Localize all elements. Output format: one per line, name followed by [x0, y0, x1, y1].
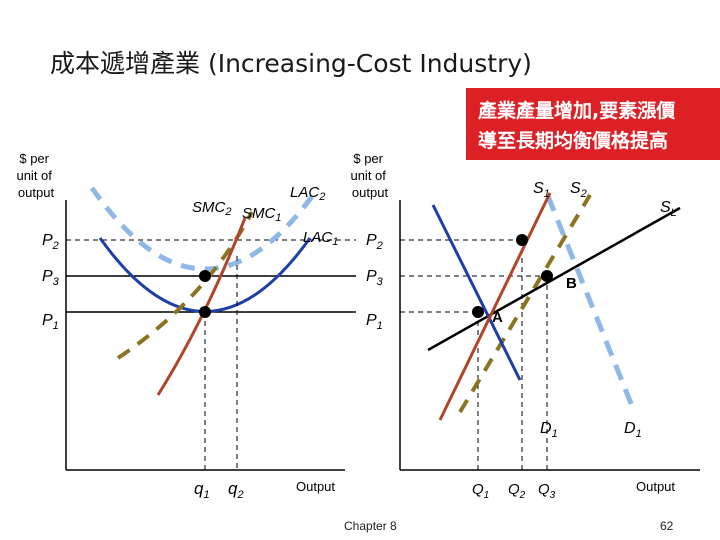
banner-line-1: 產業產量增加,要素漲價	[478, 99, 676, 122]
industry-p2-label: P2	[366, 232, 383, 252]
banner-box	[466, 88, 720, 160]
firm-point-p1	[199, 306, 211, 318]
firm-p3-label: P3	[42, 268, 60, 288]
s1-curve	[438, 192, 552, 421]
lac2-label: LAC2	[290, 184, 325, 203]
Q1-label: Q1	[472, 481, 489, 501]
smc2-label: SMC2	[192, 199, 231, 218]
s2-curve	[458, 193, 592, 414]
d1-dashed-label: D1	[624, 420, 642, 440]
lac2-curve	[89, 186, 321, 272]
Q3-label: Q3	[538, 481, 556, 501]
firm-x-label: Output	[296, 479, 335, 494]
firm-p1-label: P1	[42, 312, 59, 332]
q1-label: q1	[194, 479, 210, 501]
d1-curve	[431, 204, 522, 381]
industry-x-label: Output	[636, 479, 675, 494]
point-b-label: B	[566, 275, 577, 292]
point-a-label: A	[492, 309, 503, 326]
industry-p3-label: P3	[366, 268, 384, 288]
firm-panel: $ per unit of output P2 P3 P1 SMC2 SMC1 …	[16, 151, 356, 501]
industry-p1-label: P1	[366, 312, 383, 332]
smc2-curve	[116, 211, 254, 360]
industry-point-p2	[516, 234, 528, 246]
s2-label: S2	[570, 180, 587, 200]
Q2-label: Q2	[508, 481, 526, 501]
footer-page-number: 62	[660, 519, 674, 533]
banner-line-2: 導至長期均衡價格提高	[478, 129, 668, 152]
firm-p2-label: P2	[42, 232, 59, 252]
smc1-label: SMC1	[242, 205, 281, 224]
footer-chapter: Chapter 8	[344, 519, 397, 533]
sl-curve	[427, 206, 681, 352]
firm-y-label: $ per unit of output	[16, 151, 55, 200]
d-dashed-curve	[545, 195, 635, 407]
industry-point-b	[541, 270, 553, 282]
firm-point-p3	[199, 270, 211, 282]
slide-title: 成本遞增產業 (Increasing-Cost Industry)	[50, 49, 532, 78]
lac1-label: LAC1	[303, 229, 338, 248]
q2-label: q2	[228, 479, 244, 501]
s1-label: S1	[533, 180, 550, 200]
industry-point-a	[472, 306, 484, 318]
d1-label: D1	[540, 420, 558, 440]
industry-y-label: $ per unit of output	[350, 151, 389, 200]
sl-label: SL	[660, 199, 677, 219]
industry-panel: $ per unit of output P2 P3 P1 A B S1 S2 …	[350, 151, 700, 501]
